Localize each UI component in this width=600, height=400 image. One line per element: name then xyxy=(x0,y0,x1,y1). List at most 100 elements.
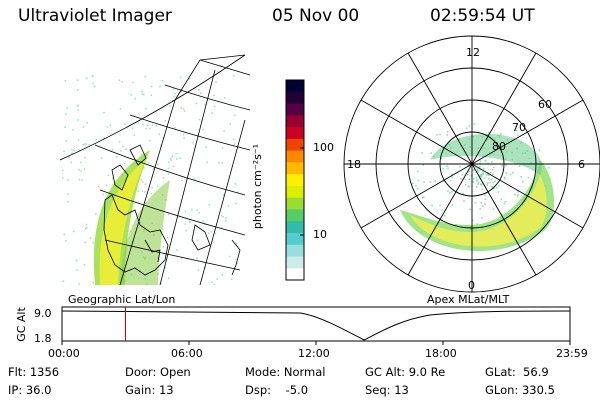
noise-dot xyxy=(198,89,200,91)
colorbar-tick-low: 10 xyxy=(313,228,327,241)
noise-dot xyxy=(65,140,67,142)
noise-dot xyxy=(229,123,231,125)
noise-dot xyxy=(468,124,471,127)
noise-dot xyxy=(105,184,108,187)
noise-dot xyxy=(463,200,465,202)
noise-dot xyxy=(235,202,237,205)
noise-dot xyxy=(132,81,134,84)
noise-dot xyxy=(100,157,103,160)
noise-dot xyxy=(86,77,88,80)
noise-dot xyxy=(225,217,227,219)
noise-dot xyxy=(480,183,482,185)
noise-dot xyxy=(459,165,461,168)
noise-dot xyxy=(159,86,161,88)
noise-dot xyxy=(466,127,468,130)
noise-dot xyxy=(78,168,80,171)
noise-dot xyxy=(168,161,170,163)
noise-dot xyxy=(204,103,206,106)
noise-dot xyxy=(192,142,194,144)
noise-dot xyxy=(161,80,164,82)
noise-dot xyxy=(151,124,154,126)
noise-dot xyxy=(88,144,90,146)
lat-label-60: 60 xyxy=(538,98,552,111)
noise-dot xyxy=(234,258,237,261)
noise-dot xyxy=(123,162,126,165)
noise-dot xyxy=(196,257,198,259)
noise-dot xyxy=(182,108,185,110)
mlt-label-18: 18 xyxy=(347,158,361,171)
noise-dot xyxy=(233,143,236,145)
noise-dot xyxy=(76,89,79,91)
colorbar-segment xyxy=(286,80,304,93)
noise-dot xyxy=(472,169,475,172)
noise-dot xyxy=(208,203,211,206)
noise-dot xyxy=(487,162,489,165)
noise-dot xyxy=(141,93,143,95)
noise-dot xyxy=(141,181,144,183)
noise-dot xyxy=(477,181,480,184)
noise-dot xyxy=(180,91,182,93)
colorbar-segment xyxy=(286,115,304,128)
noise-dot xyxy=(134,97,137,100)
noise-dot xyxy=(430,152,433,154)
noise-dot xyxy=(422,196,425,199)
noise-dot xyxy=(160,282,162,285)
noise-dot xyxy=(111,149,114,151)
noise-dot xyxy=(500,198,503,201)
noise-dot xyxy=(133,134,136,137)
noise-dot xyxy=(169,158,172,160)
right-panel-caption: Apex MLat/MLT xyxy=(427,293,510,306)
info-glon: GLon: 330.5 xyxy=(485,383,555,397)
noise-dot xyxy=(495,186,498,189)
noise-dot xyxy=(468,170,470,173)
noise-dot xyxy=(167,277,170,280)
noise-dot xyxy=(429,181,432,183)
noise-dot xyxy=(197,239,199,241)
noise-dot xyxy=(150,192,152,195)
noise-dot xyxy=(478,166,481,168)
noise-dot xyxy=(476,223,479,225)
noise-dot xyxy=(169,105,171,107)
noise-dot xyxy=(480,184,483,186)
noise-dot xyxy=(151,186,153,189)
noise-dot xyxy=(189,221,191,224)
noise-dot xyxy=(184,223,187,226)
noise-dot xyxy=(198,118,201,121)
noise-dot xyxy=(62,169,64,172)
noise-dot xyxy=(482,167,485,170)
noise-dot xyxy=(484,194,486,196)
info-mode: Mode: Normal xyxy=(245,365,326,379)
noise-dot xyxy=(467,185,470,187)
noise-dot xyxy=(488,174,490,177)
timeline-tick-3: 18:00 xyxy=(425,347,457,360)
noise-dot xyxy=(527,176,530,179)
noise-dot xyxy=(116,156,118,158)
noise-dot xyxy=(471,219,474,222)
noise-dot xyxy=(68,156,70,159)
noise-dot xyxy=(449,179,452,182)
noise-dot xyxy=(485,174,488,176)
noise-dot xyxy=(477,171,479,174)
colorbar-segment xyxy=(286,209,304,222)
noise-dot xyxy=(412,182,414,185)
noise-dot xyxy=(520,176,523,178)
noise-dot xyxy=(125,148,127,151)
noise-dot xyxy=(227,205,230,207)
noise-dot xyxy=(89,237,92,239)
noise-dot xyxy=(92,281,95,284)
noise-dot xyxy=(148,162,150,164)
noise-dot xyxy=(431,204,433,207)
date-label: 05 Nov 00 xyxy=(272,6,360,26)
noise-dot xyxy=(498,185,500,187)
noise-dot xyxy=(156,185,159,188)
noise-dot xyxy=(417,188,419,190)
noise-dot xyxy=(470,174,473,177)
noise-dot xyxy=(509,173,512,176)
noise-dot xyxy=(482,173,485,175)
noise-dot xyxy=(179,157,181,159)
noise-dot xyxy=(481,188,484,191)
noise-dot xyxy=(95,213,97,215)
noise-dot xyxy=(517,193,519,196)
noise-dot xyxy=(222,216,224,218)
